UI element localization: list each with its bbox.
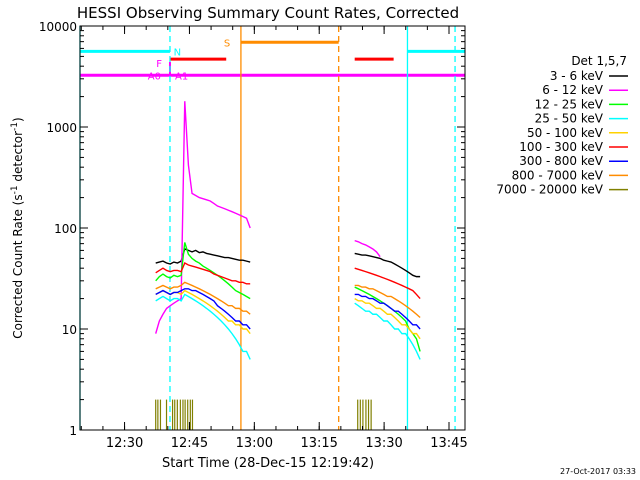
series-100to300kev-segment-0 (155, 262, 251, 285)
x-tick-label-3: 13:15 (300, 436, 337, 451)
flag-bars (80, 40, 465, 77)
y-axis-ticks: 1 10 100 1000 10000 (39, 20, 465, 438)
series-800to7000kev-segment-1 (354, 284, 421, 319)
y-axis-label: Corrected Count Rate (s-1 detector-1) (10, 117, 25, 338)
y-tick-label-4: 10000 (39, 20, 77, 34)
y-tick-label-0: 1 (69, 424, 77, 438)
series-300to800kev-segment-1 (354, 293, 421, 330)
y-tick-label-1: 10 (62, 323, 77, 337)
x-tick-label-0: 12:30 (106, 436, 143, 451)
legend-label-8: 7000 - 20000 keV (496, 183, 603, 197)
y-axis-label-main: Corrected Count Rate (s (11, 194, 25, 338)
legend-label-1: 6 - 12 keV (542, 83, 604, 97)
series-6to12kev-segment-0 (155, 101, 251, 334)
series-800to7000kev-segment-0 (155, 281, 251, 315)
chart-title: HESSI Observing Summary Count Rates, Cor… (77, 4, 459, 22)
legend-label-4: 50 - 100 keV (527, 126, 604, 140)
flag-label-a0: A0 (148, 71, 161, 82)
legend-label-2: 12 - 25 keV (535, 97, 604, 111)
x-axis-label: Start Time (28-Dec-15 12:19:42) (162, 456, 374, 471)
series-25to50kev-segment-0 (155, 293, 251, 360)
series-3to6kev-segment-1 (354, 252, 421, 278)
x-tick-label-2: 13:00 (236, 436, 273, 451)
x-tick-label-5: 13:45 (430, 436, 467, 451)
legend-label-5: 100 - 300 keV (519, 140, 603, 154)
legend-title: Det 1,5,7 (571, 54, 627, 68)
flag-label-f: F (156, 59, 162, 70)
series-lines (155, 101, 421, 430)
series-25to50kev-segment-1 (354, 302, 421, 360)
y-axis-label-end: ) (11, 117, 25, 122)
y-axis-label-sup2: -1 (10, 122, 20, 131)
flag-labels: N FA0 A1 S (148, 38, 230, 82)
x-tick-label-1: 12:45 (171, 436, 208, 451)
legend-label-0: 3 - 6 keV (550, 69, 604, 83)
series-3to6kev-segment-0 (155, 248, 251, 265)
legend-label-7: 800 - 7000 keV (512, 168, 604, 182)
series-6to12kev-segment-1 (354, 239, 381, 258)
flag-label-n: N (174, 47, 181, 58)
x-tick-label-4: 13:30 (365, 436, 402, 451)
legend-label-6: 300 - 800 keV (519, 154, 603, 168)
y-tick-label-2: 100 (54, 222, 77, 236)
series-12to25kev-segment-0 (155, 242, 251, 300)
series-300to800kev-segment-0 (155, 288, 251, 330)
series-50to100kev-segment-1 (354, 298, 421, 340)
flag-label-a1: A1 (175, 71, 188, 82)
y-axis-label-sup1: -1 (10, 185, 20, 194)
flag-label-s: S (224, 38, 230, 49)
y-axis-label-mid: detector (11, 131, 25, 186)
legend-label-3: 25 - 50 keV (535, 112, 604, 126)
y-tick-label-3: 1000 (46, 121, 77, 135)
series-100to300kev-segment-1 (354, 267, 421, 300)
x-axis-ticks: 12:30 12:45 13:00 13:15 13:30 13:45 (80, 26, 468, 451)
footer-timestamp: 27-Oct-2017 03:33 (560, 467, 636, 476)
